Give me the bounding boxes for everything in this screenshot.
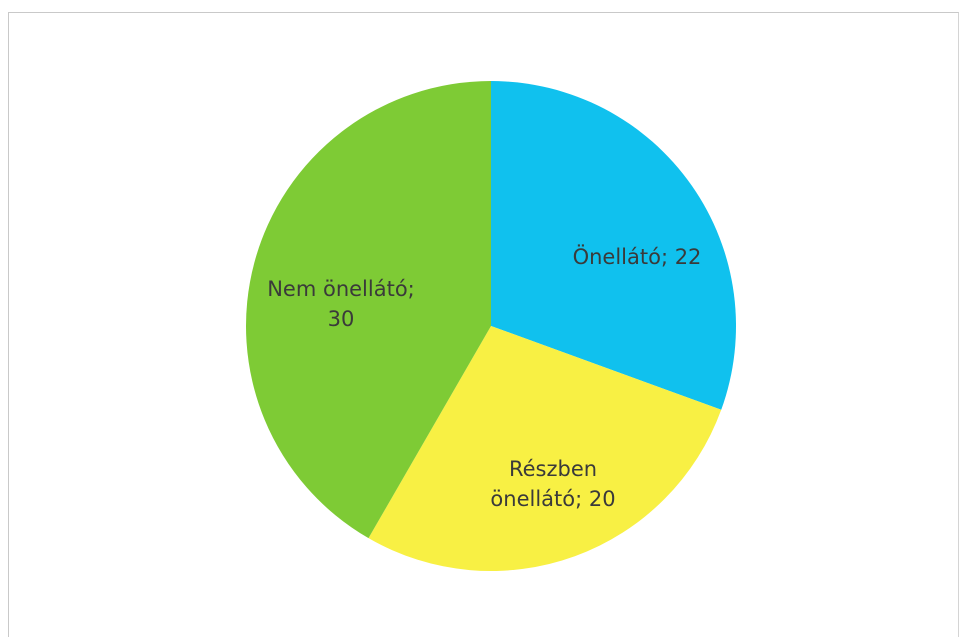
slice-label-3: Nem önellátó; 30 [267, 277, 415, 331]
slice-label-line: önellátó; 20 [490, 487, 615, 511]
slice-label-1: Önellátó; 22 [573, 244, 702, 269]
slice-label-line: 30 [328, 307, 355, 331]
slice-label-line: Részben [509, 457, 597, 481]
slice-label-2: Részben önellátó; 20 [490, 457, 615, 511]
chart-frame [8, 12, 959, 637]
slice-label-line: Önellátó; 22 [573, 244, 702, 269]
pie-slice-1 [491, 81, 736, 410]
pie-slice-3 [246, 81, 491, 539]
pie-slice-2 [368, 326, 722, 571]
slice-label-line: Nem önellátó; [267, 277, 415, 301]
